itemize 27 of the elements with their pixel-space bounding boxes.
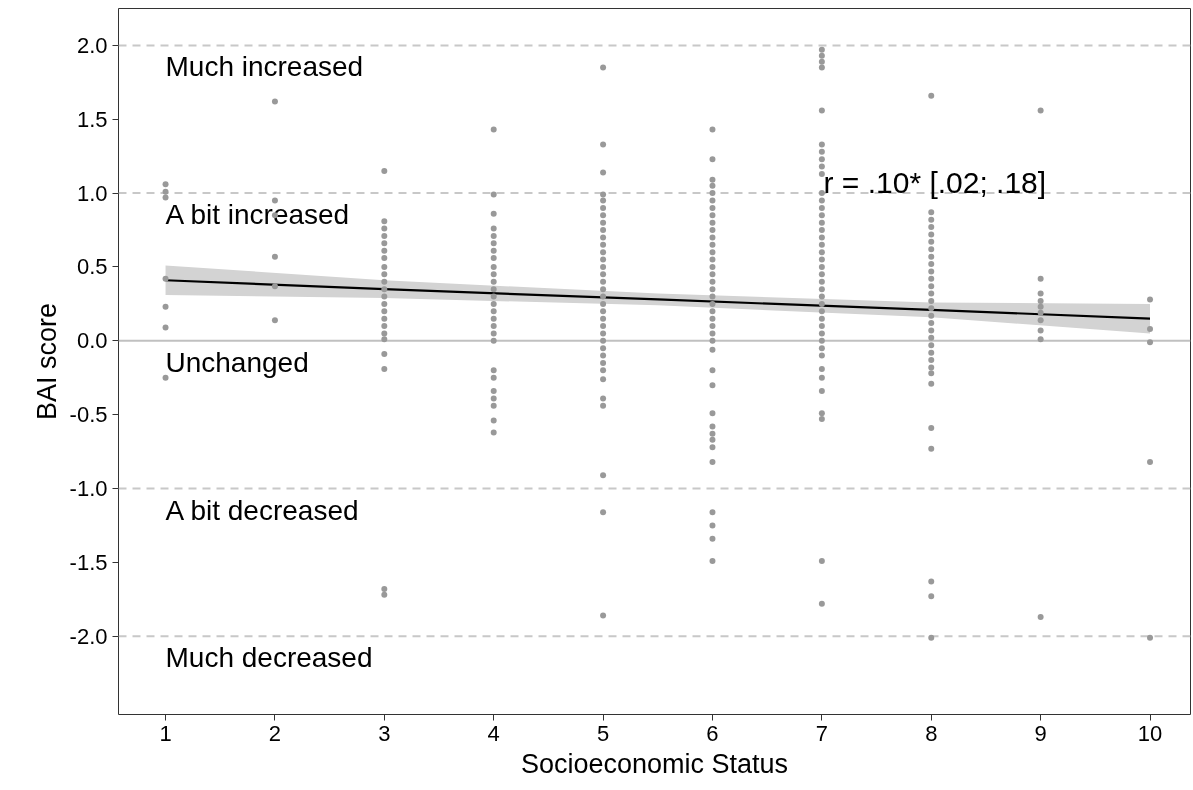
ref-line-label: Unchanged	[165, 346, 309, 378]
annotation: r = .10* [.02; .18]	[823, 166, 1047, 199]
ref-line-label: Much decreased	[165, 642, 373, 674]
y-tick-label: 1.0	[76, 180, 108, 206]
y-tick-label: -2.0	[69, 623, 108, 649]
y-tick-label: 0.5	[76, 254, 108, 280]
y-tick-label: -0.5	[69, 402, 108, 428]
x-tick-label: 3	[378, 720, 391, 746]
x-tick-label: 1	[159, 720, 172, 746]
y-axis-title: BAI score	[31, 302, 62, 421]
x-tick-label: 4	[487, 720, 500, 746]
x-tick-label: 10	[1137, 720, 1163, 746]
x-tick-label: 5	[596, 720, 610, 746]
x-tick-label: 9	[1034, 720, 1047, 746]
x-tick-label: 7	[815, 720, 828, 746]
x-tick-label: 2	[268, 720, 282, 746]
y-tick-label: 2.0	[76, 32, 108, 58]
y-tick-label: 0.0	[76, 328, 108, 354]
x-tick-label: 6	[706, 720, 719, 746]
y-tick-label: -1.0	[69, 476, 108, 502]
x-tick-label: 8	[925, 720, 938, 746]
ref-line-label: A bit increased	[165, 199, 350, 231]
ref-line-label: A bit decreased	[165, 494, 359, 526]
x-axis-title: Socioeconomic Status	[520, 748, 789, 779]
ref-line-label: Much increased	[165, 51, 364, 83]
y-tick-label: 1.5	[76, 106, 108, 132]
y-tick-label: -1.5	[69, 549, 108, 575]
